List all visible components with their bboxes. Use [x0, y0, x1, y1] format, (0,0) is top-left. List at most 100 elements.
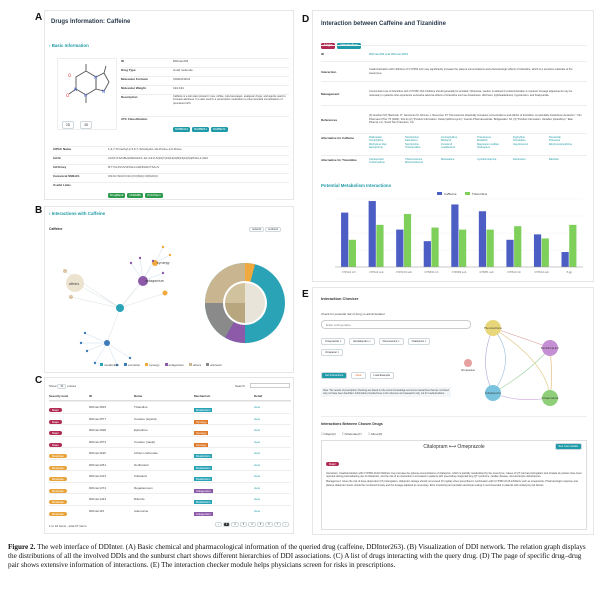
alternative-drug-link[interactable]: Isoproterenol	[513, 142, 529, 146]
alternative-drug-link[interactable]: Epinephrine	[369, 146, 383, 150]
legend-item[interactable]: unknown	[206, 363, 222, 367]
alternative-drug-link[interactable]: Aminophylline	[441, 136, 458, 139]
drug-node[interactable]	[485, 320, 501, 336]
view-link[interactable]: view	[254, 497, 261, 502]
alternative-drug-link[interactable]: Dantrolene	[513, 158, 526, 161]
alternative-drug-link[interactable]: Orphenadrine	[369, 161, 385, 165]
network-graph[interactable]: antagonism synergy others	[45, 233, 295, 373]
alternative-drug-link[interactable]: Dyphylline	[513, 136, 525, 139]
alternative-drug-link[interactable]: Carisoprodol	[369, 158, 384, 161]
alternative-drug-link[interactable]: Terbutaline	[513, 139, 526, 143]
interactions-heading[interactable]: › Interactions with Caffeine	[49, 211, 106, 216]
alternative-drug-link[interactable]: Roflumilast	[369, 136, 382, 139]
legend-item[interactable]: synergy	[145, 363, 160, 367]
link-pubchem[interactable]: PubChem	[145, 193, 163, 198]
detail-value[interactable]: DDInter263 and DDInter1815	[369, 51, 409, 56]
search-input[interactable]	[250, 383, 290, 388]
bar	[478, 211, 487, 267]
atc-tag[interactable]: N06BC01	[173, 127, 191, 132]
page-button[interactable]: 1	[222, 522, 231, 527]
alternative-drug-link[interactable]: Pirbuterol	[549, 139, 561, 143]
alternative-drug-link[interactable]: Nortriptyline	[405, 142, 419, 146]
center-node[interactable]	[116, 304, 124, 312]
card-severity: Major	[326, 462, 339, 467]
legend-item[interactable]: antagonism	[164, 363, 184, 367]
page-size-select[interactable]: 10	[57, 384, 67, 389]
drug-node[interactable]	[485, 385, 501, 401]
link-drugbank[interactable]: DrugBank	[108, 193, 126, 198]
alternative-drug-link[interactable]: Flecainide	[549, 136, 561, 139]
drug-chip[interactable]: Fluvoxamine ×	[378, 338, 404, 345]
alternative-drug-link[interactable]: Metaxalone	[441, 158, 455, 161]
get-interactions-button[interactable]: Get Interactions	[321, 372, 348, 379]
page-button[interactable]: 3	[239, 522, 248, 527]
col-header[interactable]: Severity level	[49, 394, 69, 398]
col-header[interactable]: Detail	[254, 394, 263, 398]
basic-info-heading[interactable]: › Basic Information	[49, 43, 89, 48]
alternative-drug-link[interactable]: Baclofen	[549, 158, 560, 161]
col-header[interactable]: ID	[89, 394, 92, 398]
alternative-drug-link[interactable]: Chlorzoxazone	[405, 158, 423, 161]
view-link[interactable]: view	[254, 508, 261, 513]
page-button[interactable]: 5	[256, 522, 265, 527]
next-page-button[interactable]: ›	[282, 522, 289, 527]
page-button[interactable]: 6	[265, 522, 273, 527]
alternative-drug-link[interactable]: Fenoterol	[441, 142, 452, 146]
view-link[interactable]: view	[254, 451, 261, 456]
drug-chip[interactable]: Escitalopram ×	[349, 338, 375, 345]
drug-node[interactable]	[542, 340, 558, 356]
atc-tag[interactable]: N02BE51	[192, 127, 209, 132]
alternative-drug-link[interactable]: Cyclobenzaprine	[477, 158, 497, 161]
drug-network-graph[interactable]: Fluvoxamine Escitalopram Citalopram Omep…	[458, 303, 588, 413]
page-button[interactable]: 7	[273, 522, 282, 527]
view-2d-button[interactable]: 2D	[62, 121, 75, 129]
filter-minor[interactable]: ☐ Minor(0)	[367, 432, 383, 436]
filter-major[interactable]: ☐ Major(2)	[321, 432, 336, 436]
view-link[interactable]: view	[254, 474, 261, 479]
drug-chip[interactable]: Vorapaxar ×	[321, 349, 344, 356]
alternative-drug-link[interactable]: Magnesium sulfate	[477, 142, 499, 146]
load-example-button[interactable]: Load Example	[369, 372, 395, 379]
severity-badge: Moderate	[49, 500, 67, 505]
alternative-drug-link[interactable]: Methylene blue	[369, 142, 387, 146]
sunburst-toggle[interactable]: sunburst	[265, 227, 282, 232]
prev-page-button[interactable]: ‹	[215, 522, 222, 527]
alternative-drug-link[interactable]: Modafinil	[477, 139, 488, 143]
network-toggle[interactable]: network	[249, 227, 265, 232]
page-button[interactable]: 2	[231, 522, 239, 527]
alternative-drug-link[interactable]: Orciprenaline	[405, 146, 421, 150]
view-3d-button[interactable]: 3D	[80, 121, 93, 129]
drug-node[interactable]	[464, 359, 472, 367]
link-chembl[interactable]: ChEMBL	[127, 193, 144, 198]
alternative-drug-link[interactable]: Ethylnorepinephrine	[549, 142, 573, 146]
alternative-drug-link[interactable]: Triamterene	[477, 136, 491, 139]
alternative-drug-link[interactable]: Methocarbamol	[405, 161, 423, 165]
alternative-drug-link[interactable]: Nortriptyline	[405, 136, 419, 139]
sunburst-chart[interactable]	[205, 263, 285, 343]
see-more-button[interactable]: See more details	[554, 443, 582, 450]
legend-item[interactable]: excretion	[124, 363, 140, 367]
filter-moderate[interactable]: ☐ Moderate(7)	[341, 432, 362, 436]
view-link[interactable]: view	[254, 416, 261, 421]
alternative-drug-link[interactable]: Bitolterol	[441, 139, 452, 143]
view-link[interactable]: view	[254, 439, 261, 444]
view-link[interactable]: view	[254, 405, 261, 410]
alternative-drug-link[interactable]: Oxtriphylline	[369, 139, 384, 143]
view-link[interactable]: view	[254, 428, 261, 433]
clear-button[interactable]: Clear	[351, 372, 366, 379]
alternative-drug-link[interactable]: Salmeterol	[405, 139, 418, 143]
col-header[interactable]: Name	[134, 394, 143, 398]
alternative-drug-link[interactable]: Levalbuterol	[441, 146, 456, 150]
alternative-drug-link[interactable]: Ipratropium	[477, 146, 491, 150]
page-button[interactable]: 4	[248, 522, 256, 527]
legend-item[interactable]: metabolism	[100, 363, 119, 367]
view-link[interactable]: view	[254, 462, 261, 467]
view-link[interactable]: view	[254, 485, 261, 490]
legend-item[interactable]: others	[188, 363, 201, 367]
drug-chip[interactable]: Citalopram ×	[407, 338, 431, 345]
drug-node[interactable]	[542, 390, 558, 406]
drug-chip[interactable]: Omeprazole ×	[321, 338, 346, 345]
atc-tag[interactable]: N02BE71	[210, 127, 228, 132]
drug-search-input[interactable]	[321, 320, 471, 329]
col-header[interactable]: Mechanism	[194, 394, 211, 398]
